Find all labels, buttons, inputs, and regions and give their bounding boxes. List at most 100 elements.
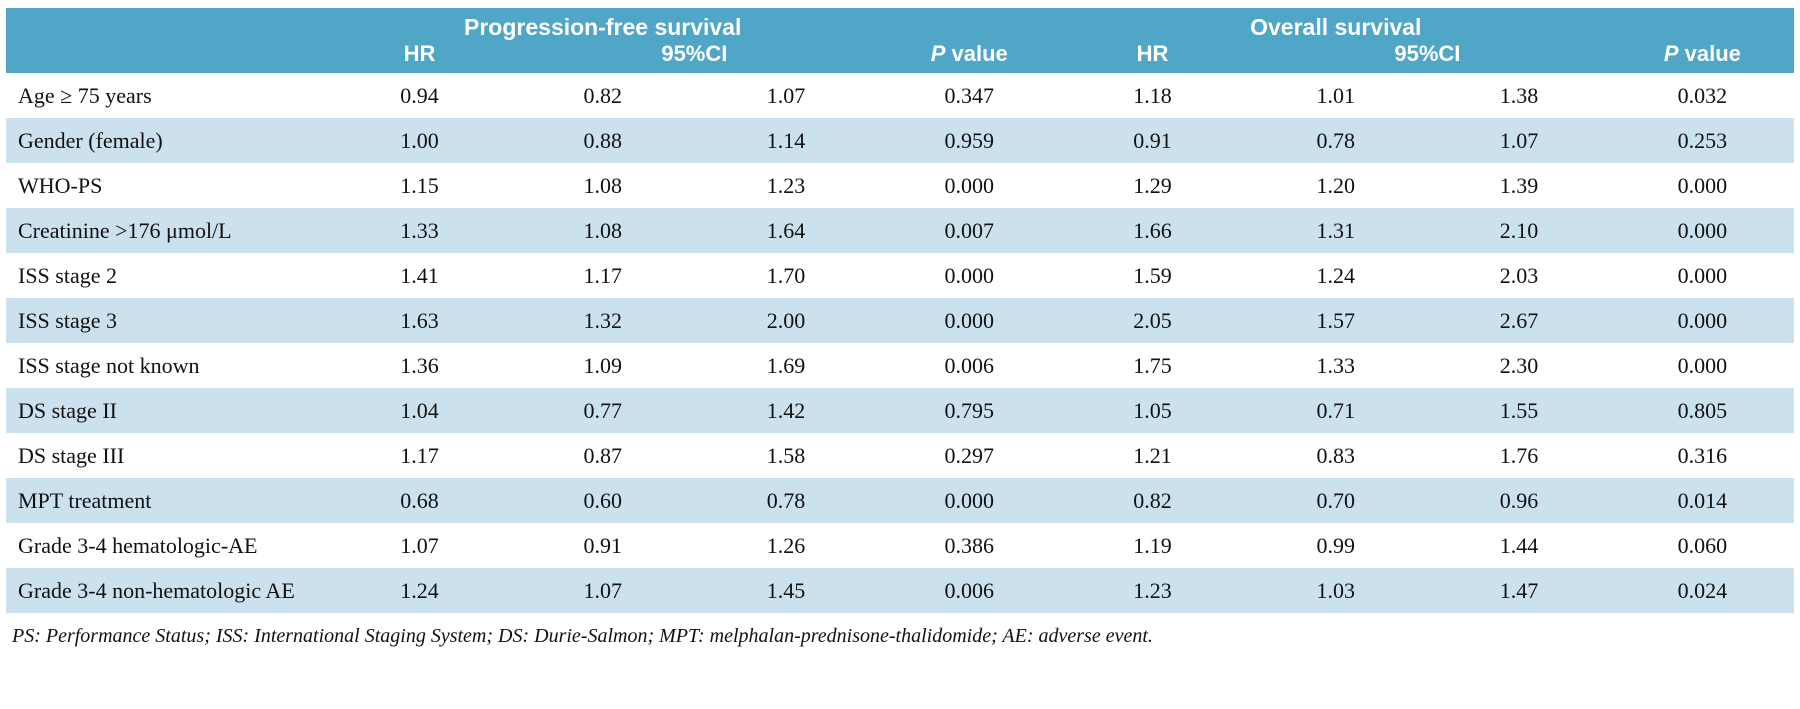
os-pvalue-cell: 0.032 — [1610, 73, 1794, 118]
pfs-hr-cell: 0.94 — [327, 73, 512, 118]
os-group-spacer — [1610, 8, 1794, 41]
os-pvalue-cell: 0.000 — [1610, 298, 1794, 343]
os-ci-high-cell: 1.44 — [1427, 523, 1611, 568]
os-hr-cell: 1.66 — [1060, 208, 1245, 253]
pfs-pvalue-cell: 0.007 — [877, 208, 1061, 253]
row-label: DS stage II — [6, 388, 328, 433]
page: Progression-free survival Overall surviv… — [6, 8, 1794, 647]
os-ci-high-cell: 0.96 — [1427, 478, 1611, 523]
os-ci-high-cell: 1.07 — [1427, 118, 1611, 163]
pfs-hr-header: HR — [327, 41, 512, 73]
os-ci-high-cell: 1.38 — [1427, 73, 1611, 118]
pfs-pvalue-cell: 0.000 — [877, 253, 1061, 298]
os-ci-high-cell: 1.76 — [1427, 433, 1611, 478]
pfs-ci-low-cell: 0.87 — [511, 433, 695, 478]
os-ci-low-cell: 0.71 — [1244, 388, 1428, 433]
row-label: Grade 3-4 hematologic-AE — [6, 523, 328, 568]
os-hr-cell: 1.59 — [1060, 253, 1245, 298]
table-footnote: PS: Performance Status; ISS: Internation… — [12, 625, 1153, 647]
pfs-hr-cell: 1.17 — [327, 433, 512, 478]
os-ci-high-cell: 2.10 — [1427, 208, 1611, 253]
pfs-hr-cell: 1.24 — [327, 568, 512, 613]
pfs-ci-low-cell: 1.07 — [511, 568, 695, 613]
os-ci-low-cell: 1.24 — [1244, 253, 1428, 298]
table-row: MPT treatment 0.68 0.60 0.78 0.000 0.82 … — [6, 478, 1794, 523]
row-label: DS stage III — [6, 433, 328, 478]
pfs-ci-high-cell: 1.14 — [694, 118, 878, 163]
os-ci-low-cell: 1.20 — [1244, 163, 1428, 208]
pfs-ci-low-cell: 0.77 — [511, 388, 695, 433]
row-label: Gender (female) — [6, 118, 328, 163]
pfs-pvalue-p: P — [930, 41, 946, 66]
label-column-header — [6, 41, 328, 73]
row-label: ISS stage 3 — [6, 298, 328, 343]
column-header-row: HR 95%CI P value HR 95%CI P value — [6, 41, 1794, 73]
table-row: ISS stage 2 1.41 1.17 1.70 0.000 1.59 1.… — [6, 253, 1794, 298]
table-row: ISS stage 3 1.63 1.32 2.00 0.000 2.05 1.… — [6, 298, 1794, 343]
pfs-ci-high-cell: 1.07 — [694, 73, 878, 118]
os-hr-cell: 2.05 — [1060, 298, 1245, 343]
os-pvalue-cell: 0.000 — [1610, 208, 1794, 253]
os-pvalue-cell: 0.000 — [1610, 163, 1794, 208]
os-pvalue-header: P value — [1610, 41, 1794, 73]
pfs-pvalue-cell: 0.006 — [877, 568, 1061, 613]
pfs-group-header: Progression-free survival — [327, 8, 878, 41]
pfs-pvalue-header: P value — [877, 41, 1061, 73]
os-pvalue-cell: 0.253 — [1610, 118, 1794, 163]
os-ci-low-cell: 1.57 — [1244, 298, 1428, 343]
os-ci-low-cell: 1.31 — [1244, 208, 1428, 253]
pfs-pvalue-cell: 0.795 — [877, 388, 1061, 433]
os-ci-low-cell: 1.01 — [1244, 73, 1428, 118]
os-ci-low-cell: 0.99 — [1244, 523, 1428, 568]
pfs-ci-low-cell: 1.09 — [511, 343, 695, 388]
pfs-ci-low-cell: 0.91 — [511, 523, 695, 568]
table-header: Progression-free survival Overall surviv… — [6, 8, 1794, 73]
os-ci-high-cell: 2.67 — [1427, 298, 1611, 343]
os-hr-cell: 1.29 — [1060, 163, 1245, 208]
pfs-ci-high-cell: 1.70 — [694, 253, 878, 298]
pfs-ci-low-cell: 1.32 — [511, 298, 695, 343]
os-hr-cell: 0.82 — [1060, 478, 1245, 523]
pfs-ci-high-cell: 2.00 — [694, 298, 878, 343]
os-ci-high-cell: 1.39 — [1427, 163, 1611, 208]
pfs-ci-low-cell: 0.82 — [511, 73, 695, 118]
pfs-hr-cell: 1.15 — [327, 163, 512, 208]
group-header-row: Progression-free survival Overall surviv… — [6, 8, 1794, 41]
os-hr-cell: 0.91 — [1060, 118, 1245, 163]
row-label: Grade 3-4 non-hematologic AE — [6, 568, 328, 613]
os-pvalue-p: P — [1663, 41, 1679, 66]
pfs-pvalue-cell: 0.000 — [877, 478, 1061, 523]
pfs-ci-header: 95%CI — [511, 41, 878, 73]
os-pvalue-cell: 0.000 — [1610, 253, 1794, 298]
os-ci-header: 95%CI — [1244, 41, 1611, 73]
pfs-hr-cell: 1.00 — [327, 118, 512, 163]
row-label: ISS stage 2 — [6, 253, 328, 298]
os-hr-cell: 1.19 — [1060, 523, 1245, 568]
row-label: ISS stage not known — [6, 343, 328, 388]
os-ci-low-cell: 0.78 — [1244, 118, 1428, 163]
table-row: DS stage III 1.17 0.87 1.58 0.297 1.21 0… — [6, 433, 1794, 478]
os-ci-high-cell: 2.30 — [1427, 343, 1611, 388]
pfs-pvalue-cell: 0.959 — [877, 118, 1061, 163]
pfs-ci-high-cell: 1.45 — [694, 568, 878, 613]
pfs-ci-low-cell: 1.17 — [511, 253, 695, 298]
pfs-hr-cell: 1.41 — [327, 253, 512, 298]
pfs-hr-cell: 1.36 — [327, 343, 512, 388]
pfs-ci-high-cell: 1.23 — [694, 163, 878, 208]
pfs-pvalue-cell: 0.006 — [877, 343, 1061, 388]
table-row: DS stage II 1.04 0.77 1.42 0.795 1.05 0.… — [6, 388, 1794, 433]
pfs-ci-high-cell: 0.78 — [694, 478, 878, 523]
os-pvalue-rest: value — [1678, 41, 1741, 66]
os-ci-low-cell: 0.70 — [1244, 478, 1428, 523]
pfs-ci-high-cell: 1.64 — [694, 208, 878, 253]
os-ci-low-cell: 1.03 — [1244, 568, 1428, 613]
pfs-ci-high-cell: 1.42 — [694, 388, 878, 433]
pfs-pvalue-cell: 0.386 — [877, 523, 1061, 568]
os-hr-cell: 1.18 — [1060, 73, 1245, 118]
pfs-hr-cell: 1.33 — [327, 208, 512, 253]
pfs-pvalue-cell: 0.347 — [877, 73, 1061, 118]
os-pvalue-cell: 0.024 — [1610, 568, 1794, 613]
os-hr-cell: 1.21 — [1060, 433, 1245, 478]
os-pvalue-cell: 0.060 — [1610, 523, 1794, 568]
os-ci-high-cell: 1.47 — [1427, 568, 1611, 613]
